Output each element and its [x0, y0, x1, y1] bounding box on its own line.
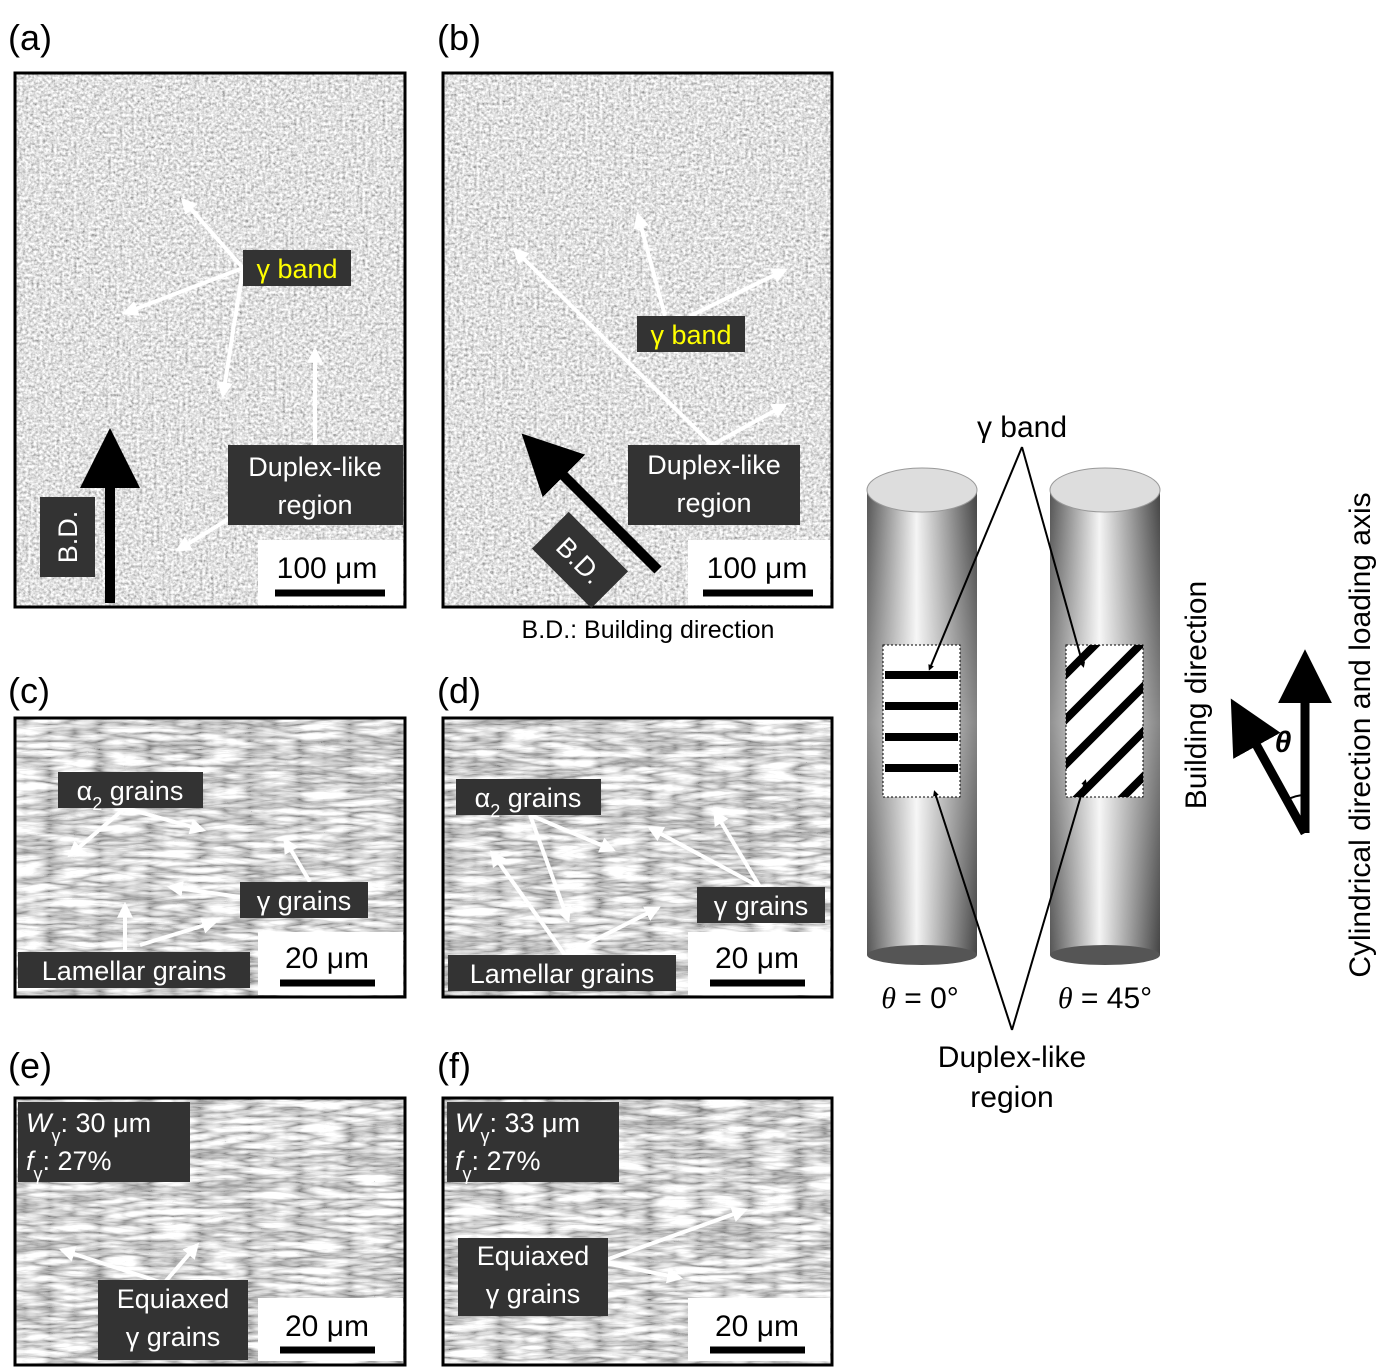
annotation: γ grains: [257, 886, 352, 916]
subscript: 2: [92, 794, 102, 814]
text: : 33 μm: [489, 1108, 580, 1138]
panel-label: (f): [437, 1045, 471, 1086]
annotation: γ grains: [486, 1279, 581, 1309]
text: : 30 μm: [60, 1108, 151, 1138]
panel-label: (d): [437, 670, 481, 711]
symbol: α: [475, 783, 491, 813]
variable: W: [26, 1108, 54, 1138]
region-label: region: [970, 1081, 1053, 1114]
note: B.D.: Building direction: [522, 616, 775, 644]
angle-label: θ = 45°: [1058, 982, 1152, 1015]
annotation: Lamellar grains: [470, 959, 655, 989]
scale-label: 100 μm: [707, 552, 808, 585]
subscript: 2: [490, 801, 500, 821]
panel-label: (c): [8, 670, 50, 711]
axis-label: Cylindrical direction and loading axis: [1344, 492, 1377, 977]
building-direction-label: Building direction: [1180, 581, 1213, 809]
subscript: γ: [51, 1126, 60, 1146]
annotation: Lamellar grains: [42, 956, 227, 986]
annotation: Duplex-like: [647, 450, 781, 480]
text: = 0°: [896, 982, 959, 1015]
scale-label: 20 μm: [715, 1310, 799, 1343]
gauge-section: [883, 645, 960, 797]
scale-label: 20 μm: [285, 942, 369, 975]
direction-label: B.D.: [53, 511, 83, 564]
subscript: γ: [34, 1164, 43, 1184]
text: grains: [102, 776, 183, 806]
cylinder-bottom: [1050, 945, 1160, 965]
cylinder-bottom: [867, 945, 977, 965]
angle-symbol: θ: [1275, 726, 1292, 759]
subscript: γ: [480, 1126, 489, 1146]
variable: θ: [1058, 982, 1073, 1015]
annotation: Equiaxed: [477, 1241, 590, 1271]
annotation: γ band: [256, 254, 337, 284]
annotation: γ grains: [126, 1322, 221, 1352]
annotation: γ grains: [714, 891, 809, 921]
panel-label: (e): [8, 1045, 52, 1086]
region-label: Duplex-like: [938, 1041, 1086, 1074]
variable: θ: [881, 982, 896, 1015]
annotation: region: [277, 490, 352, 520]
variable: W: [455, 1108, 483, 1138]
subscript: γ: [463, 1164, 472, 1184]
annotation: Equiaxed: [117, 1284, 230, 1314]
building-arrow: [1236, 708, 1305, 833]
annotation: Duplex-like: [248, 452, 382, 482]
cylinder-top: [1050, 468, 1160, 512]
scale-label: 20 μm: [715, 942, 799, 975]
cylinder-top: [867, 468, 977, 512]
angle-label: θ = 0°: [881, 982, 959, 1015]
annotation: region: [676, 488, 751, 518]
scale-label: 20 μm: [285, 1310, 369, 1343]
text: : 27%: [43, 1146, 112, 1176]
text: = 45°: [1073, 982, 1153, 1015]
panel-label: (a): [8, 17, 52, 58]
annotation: γ band: [650, 320, 731, 350]
text: grains: [500, 783, 581, 813]
panel-label: (b): [437, 17, 481, 58]
symbol: α: [77, 776, 93, 806]
scale-label: 100 μm: [277, 552, 378, 585]
text: : 27%: [472, 1146, 541, 1176]
figure: (a) γ band Duplex-like region B.D. 100 μ…: [0, 0, 1379, 1367]
band-label: γ band: [977, 411, 1067, 444]
